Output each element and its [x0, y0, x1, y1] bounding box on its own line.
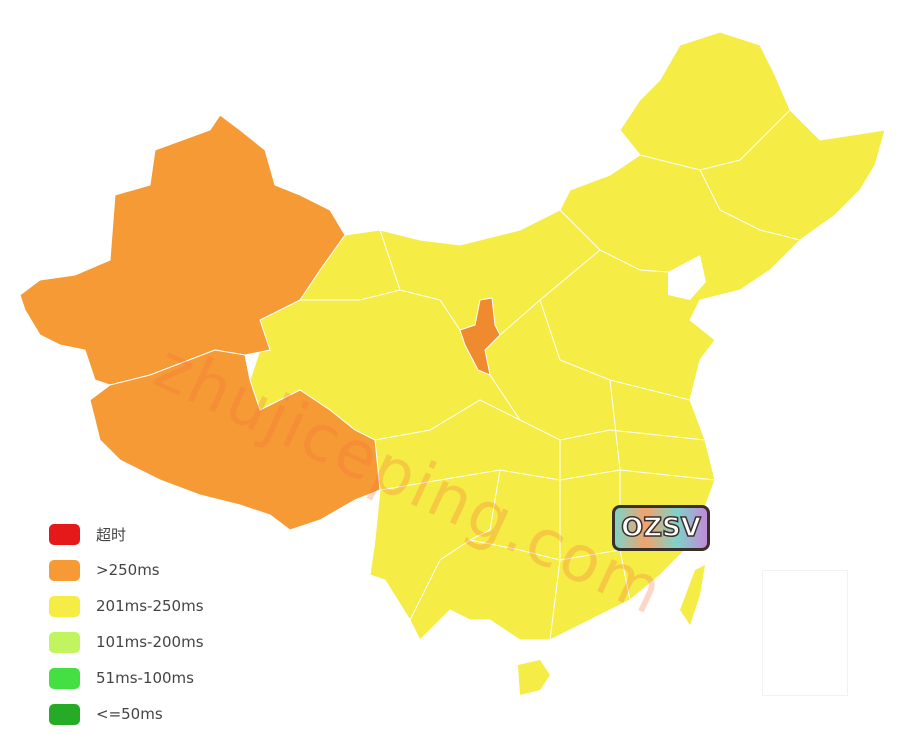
legend-item-101-200[interactable]: 101ms-200ms	[49, 624, 204, 660]
logo-text: OZSV	[620, 512, 701, 544]
legend-label: 超时	[96, 525, 127, 544]
legend-label: <=50ms	[96, 705, 163, 723]
legend-label: 51ms-100ms	[96, 669, 194, 687]
region-xinjiang[interactable]	[19, 114, 346, 386]
legend-swatch	[49, 631, 80, 653]
legend-swatch	[49, 523, 80, 545]
legend-item-51-100[interactable]: 51ms-100ms	[49, 660, 204, 696]
legend-item-le-50[interactable]: <=50ms	[49, 696, 204, 732]
legend: 超时 >250ms 201ms-250ms 101ms-200ms 51ms-1…	[49, 516, 204, 732]
region-tibet[interactable]	[89, 349, 381, 531]
region-hainan[interactable]	[518, 660, 550, 695]
south-china-sea-inset	[762, 570, 848, 696]
legend-item-timeout[interactable]: 超时	[49, 516, 204, 552]
legend-item-over-250[interactable]: >250ms	[49, 552, 204, 588]
legend-label: 101ms-200ms	[96, 633, 204, 651]
legend-label: >250ms	[96, 561, 160, 579]
legend-swatch	[49, 667, 80, 689]
legend-swatch	[49, 703, 80, 725]
bohai-sea	[668, 255, 706, 300]
legend-label: 201ms-250ms	[96, 597, 204, 615]
legend-swatch	[49, 595, 80, 617]
legend-swatch	[49, 559, 80, 581]
region-taiwan[interactable]	[680, 565, 705, 625]
ozsv-logo: OZSV	[612, 505, 710, 551]
region-china-main[interactable]	[249, 31, 886, 641]
legend-item-201-250[interactable]: 201ms-250ms	[49, 588, 204, 624]
